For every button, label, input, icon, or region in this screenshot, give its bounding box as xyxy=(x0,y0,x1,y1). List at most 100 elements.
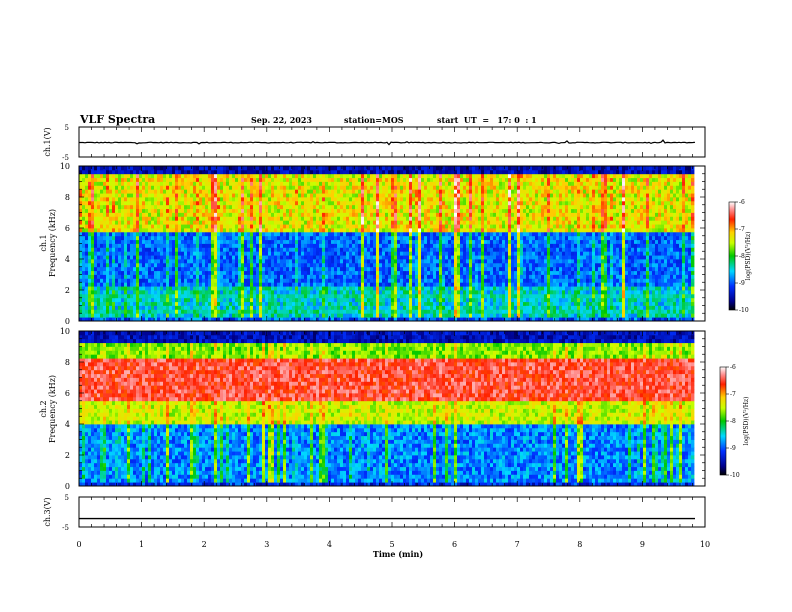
spectrogram-cell xyxy=(79,247,83,252)
spectrogram-cell xyxy=(412,305,416,310)
spectrogram-cell xyxy=(226,228,230,233)
spectrogram-cell xyxy=(409,255,413,260)
spectrogram-cell xyxy=(439,309,443,314)
spectrogram-cell xyxy=(133,197,137,202)
spectrogram-cell xyxy=(370,301,374,306)
spectrogram-cell xyxy=(130,247,134,252)
spectrogram-cell xyxy=(406,231,410,237)
spectrogram-cell xyxy=(145,290,149,295)
spectrogram-cell xyxy=(343,239,347,244)
spectrogram-cell xyxy=(130,181,134,186)
spectrogram-cell xyxy=(127,173,131,179)
spectrogram-cell xyxy=(193,286,197,291)
spectrogram-cell xyxy=(406,266,410,272)
spectrogram-cell xyxy=(223,317,227,322)
spectrogram-cell xyxy=(271,185,275,190)
spectrogram-cell xyxy=(307,305,311,310)
spectrogram-cell xyxy=(397,251,401,256)
spectrogram-cell xyxy=(289,251,293,256)
spectrogram-cell xyxy=(130,251,134,256)
spectrogram-cell xyxy=(316,290,320,295)
spectrogram-cell xyxy=(112,166,116,171)
spectrogram-cell xyxy=(202,208,206,213)
spectrogram-cell xyxy=(406,181,410,186)
spectrogram-cell xyxy=(220,278,224,283)
spectrogram-cell xyxy=(295,185,299,190)
spectrogram-cell xyxy=(355,286,359,291)
spectrogram-cell xyxy=(133,231,137,237)
spectrogram-cell xyxy=(259,166,263,171)
spectrogram-cell xyxy=(133,262,137,268)
spectrogram-cell xyxy=(430,301,434,306)
spectrogram-cell xyxy=(436,177,440,182)
spectrogram-cell xyxy=(385,262,389,268)
spectrogram-cell xyxy=(331,224,335,229)
spectrogram-cell xyxy=(361,189,365,194)
spectrogram-cell xyxy=(241,177,245,182)
spectrogram-cell xyxy=(127,266,131,272)
spectrogram-cell xyxy=(160,231,164,237)
spectrogram-cell xyxy=(280,228,284,233)
spectrogram-cell xyxy=(409,204,413,210)
spectrogram-cell xyxy=(145,212,149,217)
spectrogram-cell xyxy=(337,220,341,225)
spectrogram-cell xyxy=(199,317,203,322)
spectrogram-cell xyxy=(322,177,326,182)
spectrogram-cell xyxy=(169,235,173,241)
spectrogram-cell xyxy=(334,235,338,241)
spectrogram-cell xyxy=(421,212,425,217)
spectrogram-cell xyxy=(361,278,365,283)
spectrogram-cell xyxy=(301,290,305,295)
spectrogram-cell xyxy=(406,212,410,217)
spectrogram-cell xyxy=(91,297,95,303)
spectrogram-cell xyxy=(436,173,440,179)
spectrogram-cell xyxy=(442,224,446,229)
spectrogram-cell xyxy=(271,247,275,252)
spectrogram-cell xyxy=(334,297,338,303)
spectrogram-cell xyxy=(262,266,266,272)
spectrogram-cell xyxy=(337,235,341,241)
spectrogram-cell xyxy=(406,305,410,310)
spectrogram-cell xyxy=(199,231,203,237)
spectrogram-cell xyxy=(439,185,443,190)
spectrogram-cell xyxy=(133,193,137,198)
spectrogram-cell xyxy=(412,189,416,194)
spectrogram-cell xyxy=(271,193,275,198)
spectrogram-cell xyxy=(259,305,263,310)
spectrogram-cell xyxy=(160,208,164,213)
spectrogram-cell xyxy=(211,216,215,221)
spectrogram-cell xyxy=(193,193,197,198)
spectrogram-cell xyxy=(358,228,362,233)
spectrogram-cell xyxy=(202,274,206,279)
spectrogram-cell xyxy=(277,177,281,182)
spectrogram-cell xyxy=(331,208,335,213)
spectrogram-cell xyxy=(154,177,158,182)
spectrogram-cell xyxy=(274,197,278,202)
spectrogram-cell xyxy=(142,204,146,210)
spectrogram-cell xyxy=(265,259,269,264)
spectrogram-cell xyxy=(241,204,245,210)
spectrogram-cell xyxy=(397,166,401,171)
spectrogram-cell xyxy=(382,313,386,318)
spectrogram-cell xyxy=(256,262,260,268)
spectrogram-cell xyxy=(82,278,86,283)
spectrogram-cell xyxy=(250,274,254,279)
spectrogram-cell xyxy=(343,317,347,322)
spectrogram-cell xyxy=(283,173,287,179)
spectrogram-cell xyxy=(157,177,161,182)
spectrogram-cell xyxy=(352,274,356,279)
spectrogram-cell xyxy=(241,185,245,190)
spectrogram-cell xyxy=(193,166,197,171)
spectrogram-cell xyxy=(187,293,191,299)
spectrogram-cell xyxy=(376,313,380,318)
spectrogram-cell xyxy=(196,228,200,233)
spectrogram-cell xyxy=(358,181,362,186)
spectrogram-cell xyxy=(184,243,188,248)
spectrogram-cell xyxy=(262,235,266,241)
spectrogram-cell xyxy=(256,278,260,283)
spectrogram-cell xyxy=(88,274,92,279)
spectrogram-cell xyxy=(367,169,371,175)
spectrogram-cell xyxy=(148,212,152,217)
spectrogram-cell xyxy=(118,169,122,175)
spectrogram-cell xyxy=(340,262,344,268)
